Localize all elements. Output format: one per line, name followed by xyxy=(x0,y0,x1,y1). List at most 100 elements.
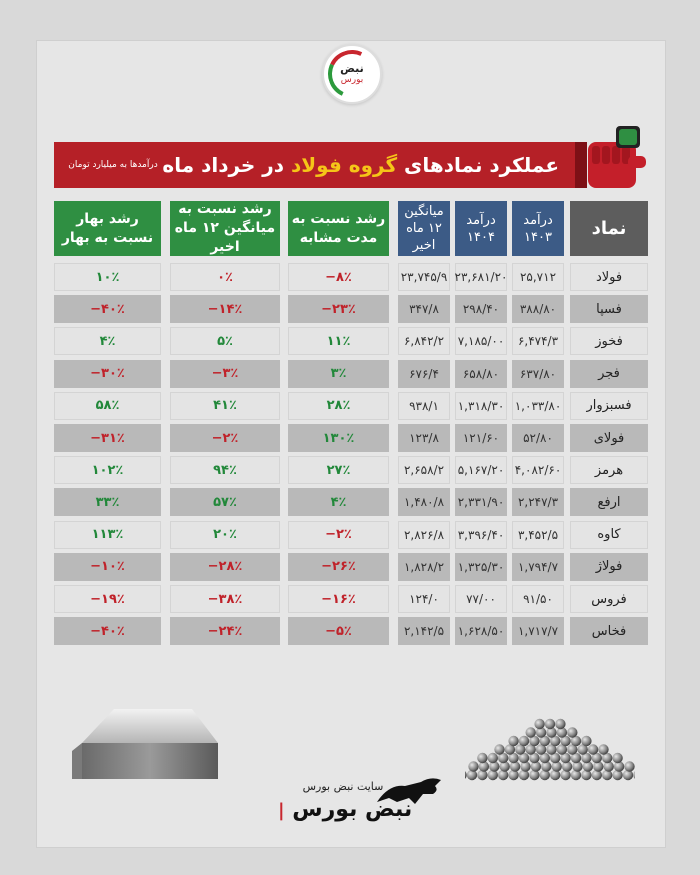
logo-line1: نبض xyxy=(340,62,364,75)
cell-growth-same: −۲٪ xyxy=(288,520,389,549)
cell-growth-same: ۱۱٪ xyxy=(288,327,389,356)
pellet xyxy=(525,727,536,738)
cell-growth-avg: −۲۴٪ xyxy=(170,617,280,646)
pellet xyxy=(504,744,516,755)
pellet xyxy=(550,769,561,781)
cell-avg12: ۳۴۷/۸ xyxy=(398,295,450,324)
pellet xyxy=(529,735,540,747)
pellet xyxy=(508,752,519,764)
pellet xyxy=(598,744,609,755)
pellet xyxy=(478,761,490,772)
bull-icon xyxy=(377,778,441,804)
pellet xyxy=(546,744,557,755)
cell-rev1404: ۱,۳۲۵/۳۰ xyxy=(455,552,507,581)
cell-rev1403: ۵۲/۸۰ xyxy=(512,424,564,452)
header-rev1404: درآمد ۱۴۰۴ xyxy=(455,201,507,256)
pellet xyxy=(539,769,550,781)
cell-symbol: فولاد xyxy=(570,263,648,291)
cell-growth-spring: ۱۰۲٪ xyxy=(54,456,161,485)
pellet xyxy=(560,752,571,764)
cell-rev1403: ۳۸۸/۸۰ xyxy=(512,295,564,324)
pellet xyxy=(529,769,540,781)
cell-rev1404: ۲,۳۳۱/۹۰ xyxy=(455,488,507,517)
pellet xyxy=(546,727,557,738)
cell-rev1404: ۳,۳۹۶/۴۰ xyxy=(455,520,507,549)
pellet xyxy=(544,718,556,730)
pellet xyxy=(591,769,602,781)
cell-growth-same: −۵٪ xyxy=(288,617,389,646)
cell-growth-spring: −۱۹٪ xyxy=(54,585,161,613)
pellet xyxy=(498,752,509,764)
cell-avg12: ۲,۸۲۶/۸ xyxy=(398,520,450,549)
cell-avg12: ۱۲۴/۰ xyxy=(398,585,450,613)
cell-rev1403: ۲۵,۷۱۲ xyxy=(512,263,564,291)
pellet xyxy=(468,761,479,772)
cell-growth-same: ۱۳۰٪ xyxy=(288,424,389,452)
pellet xyxy=(508,735,519,747)
cell-rev1403: ۶,۴۷۴/۳ xyxy=(512,327,564,356)
cell-avg12: ۱۲۳/۸ xyxy=(398,424,450,452)
cell-rev1403: ۲,۲۴۷/۳ xyxy=(512,488,564,517)
cell-growth-avg: −۲۸٪ xyxy=(170,552,280,581)
cell-symbol: فولاژ xyxy=(570,552,648,581)
pellet xyxy=(613,761,625,772)
pellet xyxy=(570,735,582,747)
cell-growth-avg: −۳٪ xyxy=(170,359,280,388)
pellet xyxy=(494,744,505,755)
cell-growth-spring: ۳۳٪ xyxy=(54,488,161,517)
pellet xyxy=(567,744,578,755)
pellet xyxy=(520,761,531,772)
pellet xyxy=(556,744,568,755)
header-growth-same: رشد نسبت به مدت مشابه xyxy=(288,201,389,256)
pellet xyxy=(550,752,561,764)
pellet xyxy=(624,761,635,772)
cell-symbol: فسپا xyxy=(570,295,648,324)
unit-note: درآمدها به میلیارد تومان xyxy=(68,160,158,170)
cell-growth-avg: −۳۸٪ xyxy=(170,585,280,613)
cell-growth-spring: ۱۱۳٪ xyxy=(54,520,161,549)
pellet xyxy=(561,761,573,772)
cell-avg12: ۲۳,۷۴۵/۹ xyxy=(398,263,450,291)
cell-growth-avg: −۱۴٪ xyxy=(170,295,280,324)
header-growth-spring: رشد بهار نسبت به بهار xyxy=(54,201,161,256)
cell-rev1403: ۱,۷۱۷/۷ xyxy=(512,617,564,646)
cell-growth-spring: −۳۱٪ xyxy=(54,424,161,452)
pellet xyxy=(555,718,566,730)
cell-avg12: ۱,۴۸۰/۸ xyxy=(398,488,450,517)
pellet xyxy=(477,769,488,781)
cell-avg12: ۱,۸۲۸/۲ xyxy=(398,552,450,581)
brand-logo: نبض بورس xyxy=(322,44,382,104)
cell-rev1403: ۴,۰۸۲/۶۰ xyxy=(512,456,564,485)
steel-slab-illustration xyxy=(72,709,218,779)
cell-symbol: فسبزوار xyxy=(570,391,648,420)
header-symbol: نماد xyxy=(570,201,648,256)
pellet xyxy=(539,752,550,764)
pellet xyxy=(509,761,521,772)
page-title: عملکرد نمادهای گروه فولاد در خرداد ماه xyxy=(162,153,559,177)
cell-growth-same: ۲۸٪ xyxy=(288,391,389,420)
pellet xyxy=(603,761,614,772)
pellet xyxy=(581,735,592,747)
pellet xyxy=(525,744,536,755)
cell-rev1404: ۱۲۱/۶۰ xyxy=(455,424,507,452)
pellet xyxy=(518,769,530,781)
cell-growth-avg: ۵۷٪ xyxy=(170,488,280,517)
pellet xyxy=(508,769,519,781)
pellet xyxy=(551,761,562,772)
cell-avg12: ۲,۱۴۲/۵ xyxy=(398,617,450,646)
cell-avg12: ۲,۶۵۸/۲ xyxy=(398,456,450,485)
fist-cuff xyxy=(575,142,587,188)
cell-rev1403: ۹۱/۵۰ xyxy=(512,585,564,613)
cell-avg12: ۶۷۶/۴ xyxy=(398,359,450,388)
pellet xyxy=(560,769,571,781)
pellet xyxy=(591,752,602,764)
cell-rev1404: ۷۷/۰۰ xyxy=(455,585,507,613)
cell-growth-spring: −۴۰٪ xyxy=(54,617,161,646)
cell-avg12: ۶,۸۴۲/۲ xyxy=(398,327,450,356)
pellet xyxy=(577,744,588,755)
pellet xyxy=(581,752,592,764)
pellet xyxy=(570,769,582,781)
cell-growth-same: −۸٪ xyxy=(288,263,389,291)
pellet xyxy=(499,761,510,772)
cell-growth-same: ۳٪ xyxy=(288,359,389,388)
